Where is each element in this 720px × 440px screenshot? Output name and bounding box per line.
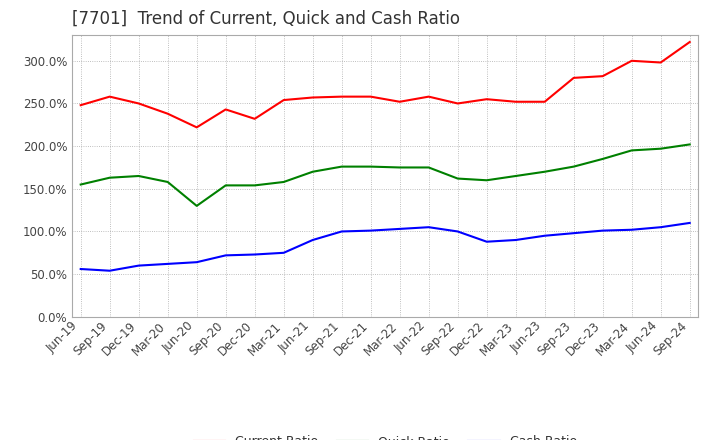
Current Ratio xyxy=(541,99,549,104)
Line: Quick Ratio: Quick Ratio xyxy=(81,144,690,206)
Quick Ratio xyxy=(251,183,259,188)
Legend: Current Ratio, Quick Ratio, Cash Ratio: Current Ratio, Quick Ratio, Cash Ratio xyxy=(189,430,582,440)
Quick Ratio xyxy=(511,173,520,179)
Current Ratio xyxy=(454,101,462,106)
Cash Ratio xyxy=(598,228,607,233)
Current Ratio xyxy=(685,40,694,45)
Quick Ratio xyxy=(570,164,578,169)
Quick Ratio xyxy=(338,164,346,169)
Current Ratio xyxy=(308,95,317,100)
Cash Ratio xyxy=(627,227,636,232)
Quick Ratio xyxy=(105,175,114,180)
Current Ratio xyxy=(657,60,665,65)
Cash Ratio xyxy=(135,263,143,268)
Cash Ratio xyxy=(251,252,259,257)
Quick Ratio xyxy=(657,146,665,151)
Quick Ratio xyxy=(454,176,462,181)
Cash Ratio xyxy=(105,268,114,273)
Line: Current Ratio: Current Ratio xyxy=(81,42,690,127)
Current Ratio xyxy=(627,58,636,63)
Cash Ratio xyxy=(338,229,346,234)
Current Ratio xyxy=(221,107,230,112)
Cash Ratio xyxy=(570,231,578,236)
Quick Ratio xyxy=(424,165,433,170)
Cash Ratio xyxy=(163,261,172,267)
Text: [7701]  Trend of Current, Quick and Cash Ratio: [7701] Trend of Current, Quick and Cash … xyxy=(72,10,460,28)
Current Ratio xyxy=(482,96,491,102)
Cash Ratio xyxy=(395,226,404,231)
Quick Ratio xyxy=(76,182,85,187)
Current Ratio xyxy=(338,94,346,99)
Quick Ratio xyxy=(395,165,404,170)
Quick Ratio xyxy=(366,164,375,169)
Cash Ratio xyxy=(308,237,317,242)
Quick Ratio xyxy=(279,180,288,185)
Cash Ratio xyxy=(192,260,201,265)
Current Ratio xyxy=(163,111,172,116)
Quick Ratio xyxy=(598,156,607,161)
Current Ratio xyxy=(424,94,433,99)
Quick Ratio xyxy=(221,183,230,188)
Current Ratio xyxy=(135,101,143,106)
Quick Ratio xyxy=(192,203,201,209)
Cash Ratio xyxy=(221,253,230,258)
Quick Ratio xyxy=(135,173,143,179)
Quick Ratio xyxy=(163,180,172,185)
Cash Ratio xyxy=(76,266,85,271)
Current Ratio xyxy=(76,103,85,108)
Quick Ratio xyxy=(308,169,317,174)
Cash Ratio xyxy=(279,250,288,256)
Cash Ratio xyxy=(424,224,433,230)
Current Ratio xyxy=(511,99,520,104)
Cash Ratio xyxy=(454,229,462,234)
Current Ratio xyxy=(598,73,607,79)
Cash Ratio xyxy=(482,239,491,244)
Current Ratio xyxy=(395,99,404,104)
Quick Ratio xyxy=(627,148,636,153)
Current Ratio xyxy=(570,75,578,81)
Current Ratio xyxy=(366,94,375,99)
Cash Ratio xyxy=(541,233,549,238)
Quick Ratio xyxy=(541,169,549,174)
Current Ratio xyxy=(105,94,114,99)
Cash Ratio xyxy=(511,237,520,242)
Quick Ratio xyxy=(685,142,694,147)
Cash Ratio xyxy=(366,228,375,233)
Quick Ratio xyxy=(482,178,491,183)
Current Ratio xyxy=(279,97,288,103)
Cash Ratio xyxy=(657,224,665,230)
Line: Cash Ratio: Cash Ratio xyxy=(81,223,690,271)
Current Ratio xyxy=(251,116,259,121)
Current Ratio xyxy=(192,125,201,130)
Cash Ratio xyxy=(685,220,694,226)
